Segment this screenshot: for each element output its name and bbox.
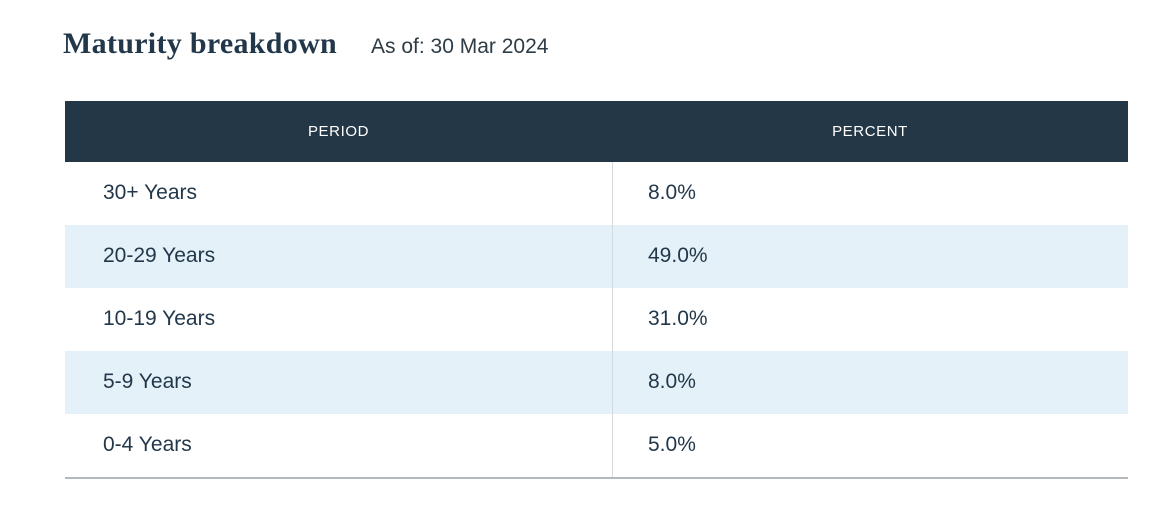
- percent-value: 49.0%: [648, 244, 708, 267]
- column-header-percent: PERCENT: [832, 122, 908, 140]
- percent-cell: 31.0%: [612, 287, 1128, 351]
- maturity-breakdown-section: Maturity breakdown As of: 30 Mar 2024 PE…: [0, 27, 1169, 509]
- period-cell: 20-29 Years: [65, 225, 612, 288]
- period-cell: 30+ Years: [65, 162, 612, 225]
- period-cell: 5-9 Years: [65, 351, 612, 414]
- period-value: 30+ Years: [103, 181, 198, 204]
- table-row: 30+ Years 8.0%: [65, 161, 1128, 225]
- percent-value: 31.0%: [648, 307, 708, 330]
- percent-cell: 49.0%: [612, 224, 1128, 288]
- percent-cell: 8.0%: [612, 161, 1128, 225]
- as-of-date-label: As of: 30 Mar 2024: [371, 35, 549, 58]
- period-cell: 0-4 Years: [65, 414, 612, 477]
- period-value: 5-9 Years: [103, 370, 192, 393]
- table-row: 0-4 Years 5.0%: [65, 413, 1128, 477]
- table-body: 30+ Years 8.0% 20-29 Years 49.0% 10-19 Y…: [65, 161, 1128, 479]
- column-header-period: PERIOD: [307, 122, 370, 140]
- period-value: 10-19 Years: [103, 307, 216, 330]
- table-row: 10-19 Years 31.0%: [65, 287, 1128, 351]
- period-value: 0-4 Years: [103, 433, 192, 456]
- percent-value: 5.0%: [648, 433, 696, 456]
- period-value: 20-29 Years: [103, 244, 216, 267]
- period-cell: 10-19 Years: [65, 288, 612, 351]
- percent-cell: 8.0%: [612, 350, 1128, 414]
- page-title: Maturity breakdown: [63, 27, 338, 60]
- percent-cell: 5.0%: [612, 413, 1128, 477]
- percent-value: 8.0%: [648, 370, 696, 393]
- maturity-table: PERIOD PERCENT 30+ Years 8.0% 20-29 Year…: [65, 100, 1128, 479]
- table-header-row: PERIOD PERCENT: [65, 100, 1128, 162]
- table-row: 5-9 Years 8.0%: [65, 350, 1128, 414]
- table-row: 20-29 Years 49.0%: [65, 224, 1128, 288]
- percent-value: 8.0%: [648, 181, 696, 204]
- section-header: Maturity breakdown As of: 30 Mar 2024: [63, 27, 1169, 62]
